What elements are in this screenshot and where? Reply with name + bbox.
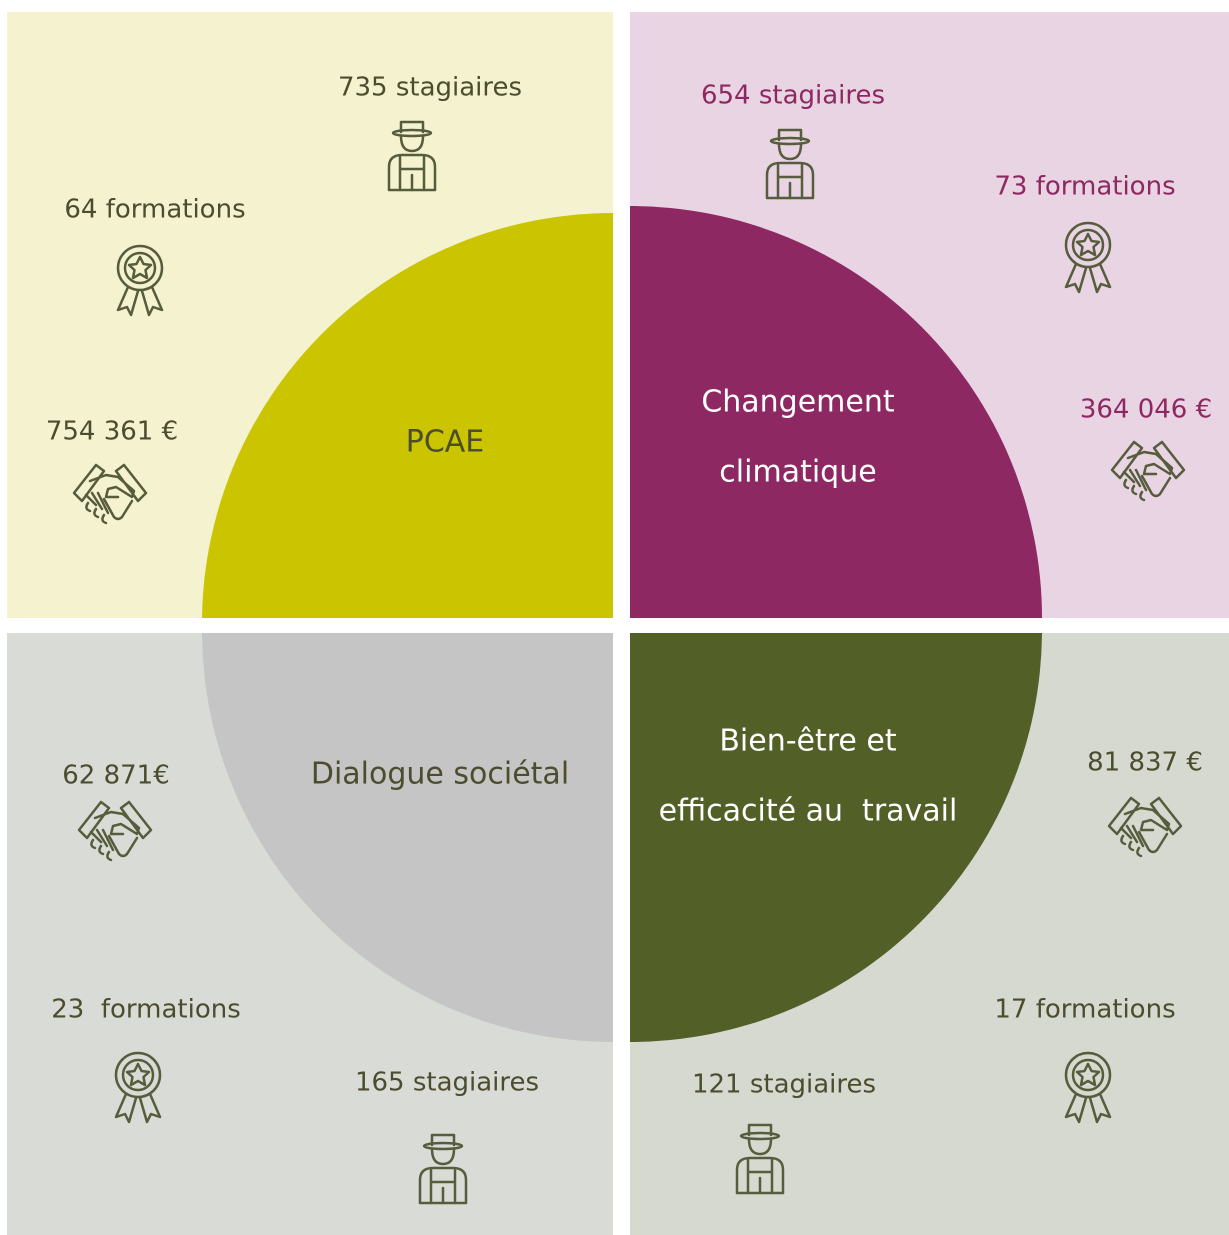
quadrant-title: climatique [719, 455, 876, 490]
budget: 81 837 € [1087, 748, 1203, 778]
formations: 17 formations [994, 995, 1175, 1025]
formations: 73 formations [994, 172, 1175, 202]
formations: 23 formations [51, 995, 241, 1025]
stagiaires: 735 stagiaires [338, 73, 522, 103]
quadrant-title: Changement [701, 385, 895, 420]
quarter-disc [202, 213, 613, 618]
stagiaires: 654 stagiaires [701, 81, 885, 111]
budget: 754 361 € [46, 417, 178, 447]
quadrant-title: efficacité au travail [659, 794, 958, 829]
quarter-disc [630, 633, 1042, 1042]
formations: 64 formations [64, 195, 245, 225]
quarter-disc [630, 206, 1042, 618]
quarter-disc [202, 633, 613, 1042]
stagiaires: 165 stagiaires [355, 1068, 539, 1098]
quadrant-title: PCAE [406, 425, 485, 460]
budget: 364 046 € [1080, 395, 1212, 425]
quadrant-title: Bien-être et [719, 724, 897, 759]
quadrant-title: Dialogue sociétal [311, 757, 569, 792]
budget: 62 871€ [62, 761, 170, 791]
stagiaires: 121 stagiaires [692, 1070, 876, 1100]
